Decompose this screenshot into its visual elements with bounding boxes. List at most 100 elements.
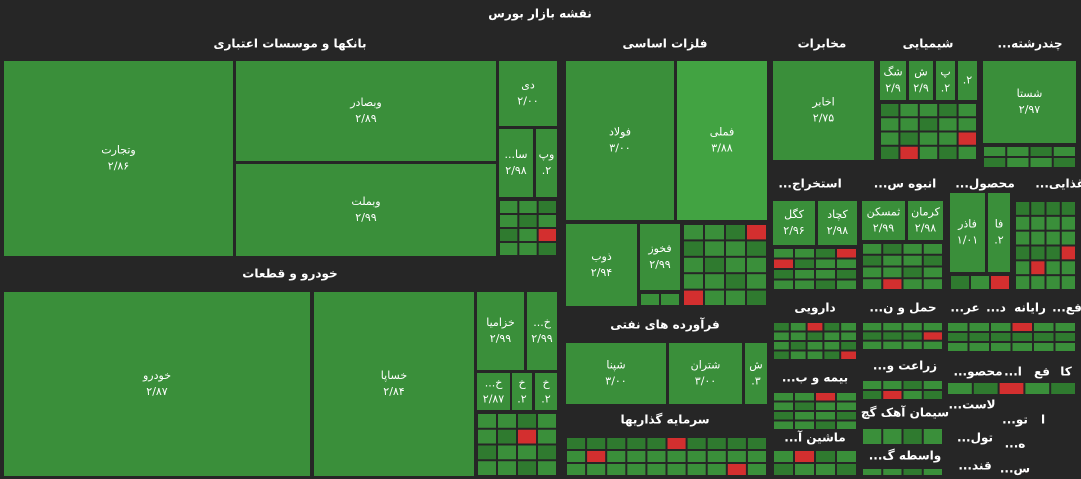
small-tile (958, 104, 976, 117)
small-tile (969, 343, 989, 351)
small-tile (667, 438, 686, 449)
small-tile (795, 402, 814, 410)
stock-name: خ... (533, 316, 551, 329)
stock-change: ۲/۹۸ (827, 224, 849, 237)
small-tile (538, 461, 556, 475)
stock-tile (773, 61, 874, 160)
stock-tile (499, 61, 557, 126)
small-tile (687, 438, 706, 449)
stock-tile (535, 373, 557, 410)
small-tile (1016, 231, 1030, 245)
small-tile (790, 351, 806, 359)
small-tile (1034, 343, 1054, 351)
small-tile (607, 438, 626, 449)
small-tile (900, 104, 918, 117)
sector-title: فع (1034, 365, 1050, 379)
sector-title: محصو... (953, 365, 1002, 380)
small-tile (883, 279, 902, 289)
small-tile (1016, 246, 1030, 260)
small-tile (647, 438, 666, 449)
small-tile (883, 244, 902, 254)
small-tile (790, 332, 806, 340)
small-tile (705, 257, 724, 273)
small-tile (519, 215, 537, 227)
sector-title: حمل و ن... (869, 301, 936, 316)
stock-change: ۲/۹۶ (783, 224, 804, 237)
small-tile (1053, 147, 1075, 156)
sector-title: زراعت و... (873, 359, 937, 374)
small-tile (705, 225, 724, 240)
stock-change: ۲/۸۷ (146, 385, 168, 398)
stock-tile (936, 61, 955, 100)
stock-tile (745, 343, 767, 404)
stock-tile (988, 193, 1010, 272)
small-tile (973, 383, 998, 394)
small-tile (627, 451, 646, 462)
sector-title: سرمایه گذاریها (620, 413, 709, 427)
small-tile (726, 290, 745, 305)
small-tile (923, 267, 942, 278)
small-tile (816, 464, 835, 475)
small-tile (883, 255, 902, 266)
small-tile (919, 132, 938, 145)
stock-change: ۲/۹ (885, 82, 901, 95)
small-tile (726, 225, 745, 240)
small-tile (567, 464, 586, 475)
small-tile (837, 451, 856, 462)
stock-tile (773, 201, 815, 245)
small-tile (627, 438, 646, 449)
small-tile (747, 225, 766, 240)
small-tile (707, 451, 726, 462)
stock-name: ش (914, 66, 927, 79)
small-tile (841, 332, 856, 340)
stock-tile (566, 343, 666, 404)
stock-name: فاذر (957, 218, 977, 231)
stock-name: خ (542, 377, 550, 390)
small-tile (863, 267, 882, 278)
small-tile (707, 438, 726, 449)
small-tile (498, 414, 516, 428)
stock-tile (958, 61, 977, 100)
small-tile (684, 290, 703, 305)
stock-name: اخابر (811, 96, 834, 109)
small-tile (863, 469, 882, 475)
stock-name: خودرو (142, 369, 171, 382)
small-tile (837, 270, 856, 279)
sector-title: محصول... (955, 177, 1015, 192)
small-tile (863, 429, 882, 444)
stock-change: ۲/۹۸ (915, 222, 937, 235)
small-tile (500, 229, 518, 241)
small-tile (518, 461, 536, 475)
small-tile (747, 274, 766, 289)
small-tile (903, 244, 922, 254)
stock-tile (983, 61, 1076, 143)
stock-tile (669, 343, 742, 404)
stock-tile (536, 129, 557, 197)
stock-tile (236, 164, 496, 256)
small-tile (790, 323, 806, 331)
small-tile (667, 464, 686, 475)
sector-title: فلزات اساسی (623, 37, 708, 51)
stock-name: کگل (784, 208, 804, 221)
stock-tile (4, 61, 233, 256)
stock-tile (908, 201, 943, 240)
small-tile (948, 383, 972, 394)
small-tile (923, 391, 942, 399)
stock-change: ۲/۹۹ (649, 258, 671, 271)
stock-change: ۲/۹۴ (591, 266, 613, 279)
stock-name: پ (940, 66, 950, 79)
small-tile (684, 241, 703, 256)
stock-change: ۲/۹۹ (873, 222, 895, 235)
stock-tile (677, 61, 767, 220)
small-tile (837, 464, 856, 475)
small-tile (684, 257, 703, 273)
small-tile (807, 351, 823, 359)
small-tile (958, 146, 976, 159)
sector-title: بیمه و ب... (782, 371, 848, 386)
small-tile (667, 451, 686, 462)
small-tile (478, 445, 496, 460)
small-tile (991, 343, 1011, 351)
small-tile (684, 225, 703, 240)
stock-name: سا... (504, 148, 527, 161)
sector-title: رایانه (1014, 301, 1046, 315)
